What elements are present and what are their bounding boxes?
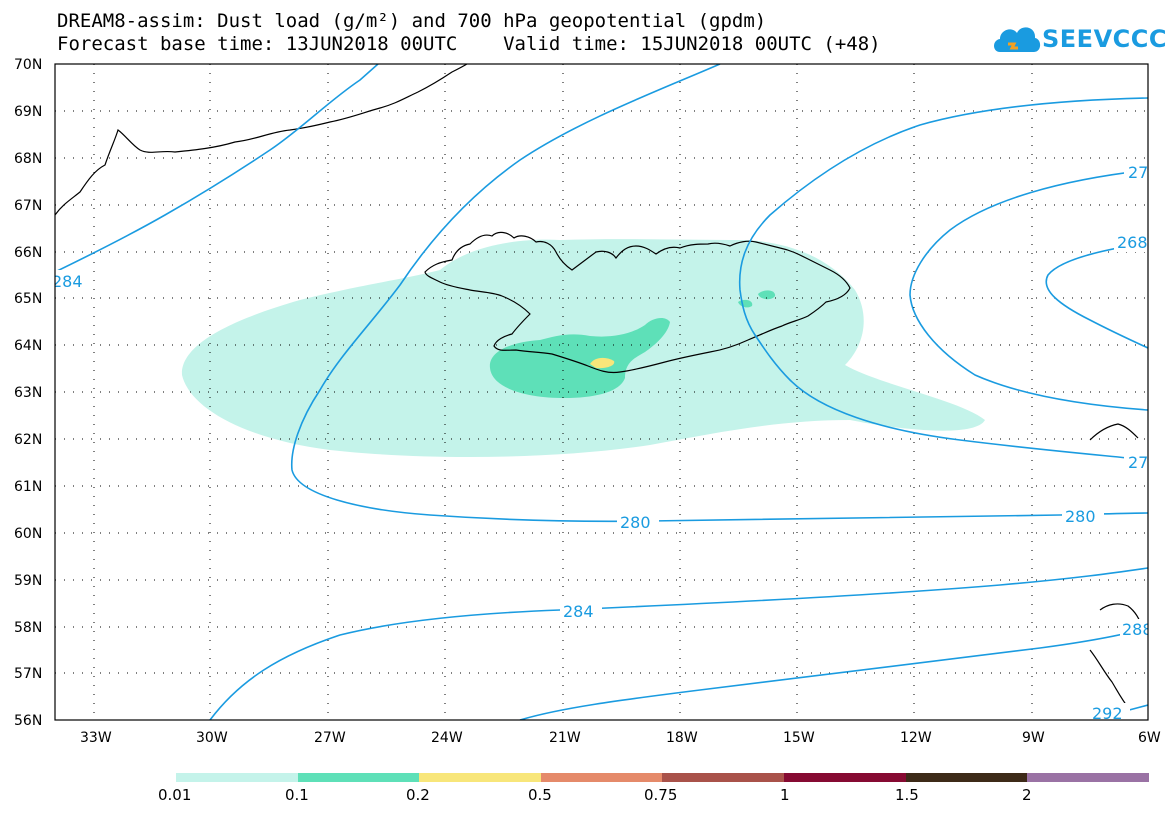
contour-label-280-center: 280 [620, 513, 651, 532]
colorbar-label: 0.1 [285, 786, 309, 804]
colorbar-label: 1 [780, 786, 790, 804]
logo-text: SEEVCCC [1042, 25, 1167, 53]
map-title: DREAM8-assim: Dust load (g/m²) and 700 h… [57, 10, 767, 32]
lat-tick: 61N [14, 479, 42, 495]
contour-label-292: 292 [1092, 704, 1123, 723]
lat-tick: 68N [14, 151, 42, 167]
contour-288 [519, 627, 1148, 720]
lon-tick: 30W [196, 730, 228, 746]
lat-tick: 65N [14, 291, 42, 307]
contour-label-272-lower: 27 [1128, 453, 1148, 472]
lat-tick: 67N [14, 198, 42, 214]
geopotential-contours [55, 64, 1148, 720]
lon-tick: 33W [80, 730, 112, 746]
lat-axis: 56N 57N 58N 59N 60N 61N 62N 63N 64N 65N … [14, 57, 42, 729]
lat-tick: 58N [14, 620, 42, 636]
plot-frame [54, 63, 1149, 721]
lon-tick: 21W [549, 730, 581, 746]
cloud-icon [994, 27, 1041, 52]
lon-tick: 12W [900, 730, 932, 746]
colorbar-swatch [1027, 773, 1149, 782]
map-subtitle: Forecast base time: 13JUN2018 00UTC Vali… [57, 33, 881, 55]
coast-iceland [424, 231, 851, 374]
colorbar-swatch [541, 773, 662, 782]
contour-label-272-upper: 27 [1128, 163, 1148, 182]
lon-tick: 27W [314, 730, 346, 746]
colorbar-swatch [419, 773, 541, 782]
lon-tick: 24W [431, 730, 463, 746]
lon-tick: 9W [1022, 730, 1045, 746]
contour-label-280-east: 280 [1065, 507, 1096, 526]
colorbar-label: 2 [1022, 786, 1032, 804]
contour-272-upper [738, 97, 1148, 461]
lat-tick: 62N [14, 432, 42, 448]
colorbar-label: 0.5 [528, 786, 552, 804]
colorbar-swatch [784, 773, 906, 782]
contour-label-288: 288 [1122, 620, 1153, 639]
colorbar-swatch [176, 773, 298, 782]
contour-label-group: 284 268 27 27 280 280 284 288 292 [52, 162, 1153, 723]
lat-tick: 69N [14, 104, 42, 120]
colorbar-swatch [298, 773, 419, 782]
colorbar-label: 0.2 [406, 786, 430, 804]
contour-label-284-west: 284 [52, 272, 83, 291]
lat-tick: 60N [14, 526, 42, 542]
lat-tick: 57N [14, 666, 42, 682]
coast-greenland [55, 64, 469, 216]
lat-tick: 70N [14, 57, 42, 73]
contour-label-268: 268 [1117, 233, 1148, 252]
lon-axis: 33W 30W 27W 24W 21W 18W 15W 12W 9W 6W [80, 730, 1161, 746]
dust-region-high [590, 357, 615, 369]
contour-268-inner [1045, 242, 1148, 349]
dust-region-mid [489, 318, 670, 398]
lat-tick: 64N [14, 338, 42, 354]
dust-region-low-island [758, 290, 776, 300]
colorbar: 0.01 0.1 0.2 0.5 0.75 1 1.5 2 [158, 773, 1149, 804]
contour-label-284-south: 284 [563, 602, 594, 621]
lon-tick: 6W [1138, 730, 1161, 746]
lon-tick: 15W [783, 730, 815, 746]
contour-sw-bend [290, 64, 1148, 523]
colorbar-swatch [662, 773, 784, 782]
lon-tick: 18W [666, 730, 698, 746]
lat-tick: 59N [14, 573, 42, 589]
plot-area: 284 268 27 27 280 280 284 288 292 [52, 64, 1153, 723]
coastline [55, 64, 1143, 711]
colorbar-swatch [906, 773, 1027, 782]
contour-268 [909, 169, 1148, 411]
colorbar-label: 0.75 [644, 786, 677, 804]
seevccc-logo: SEEVCCC [990, 18, 1167, 62]
lat-tick: 56N [14, 713, 42, 729]
lat-tick: 63N [14, 385, 42, 401]
colorbar-label: 0.01 [158, 786, 191, 804]
contour-284 [209, 567, 1148, 720]
contour-284-west [55, 64, 379, 273]
lat-tick: 66N [14, 245, 42, 261]
colorbar-label: 1.5 [895, 786, 919, 804]
